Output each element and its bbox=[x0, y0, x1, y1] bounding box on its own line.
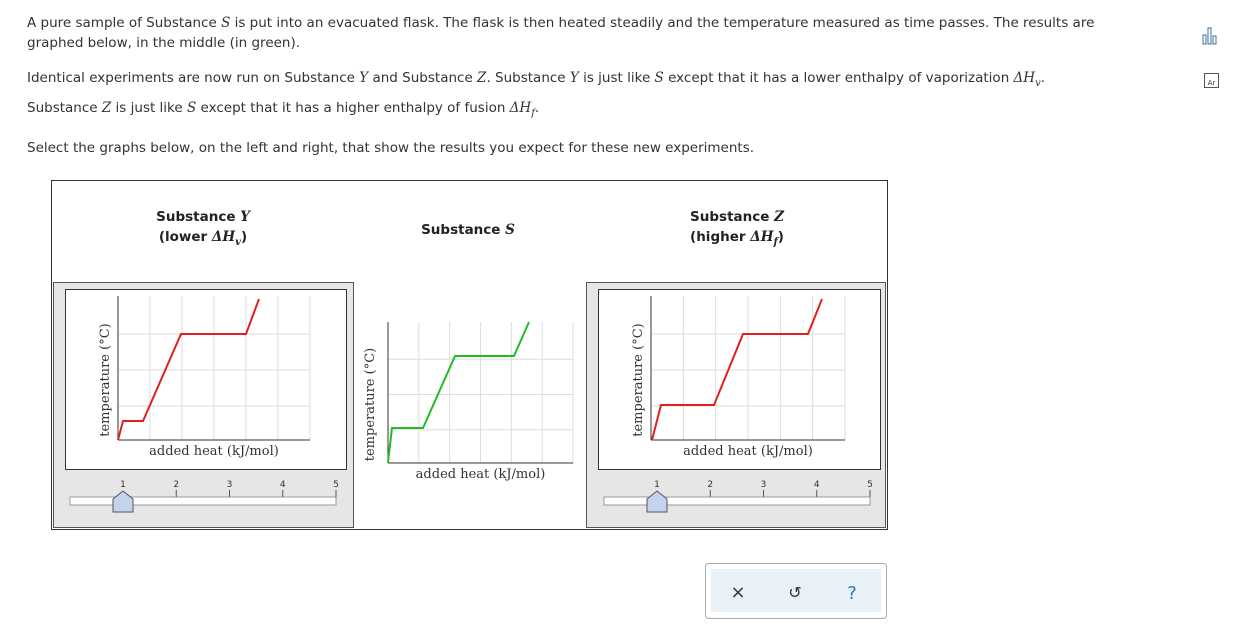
text: except that it has a lower enthalpy of v… bbox=[663, 70, 1014, 86]
text: and Substance bbox=[368, 70, 478, 86]
slider-handle[interactable] bbox=[646, 490, 668, 513]
text: graphed below, in the middle (in green). bbox=[27, 35, 301, 51]
text: (higher bbox=[690, 229, 751, 245]
math: S bbox=[221, 15, 231, 31]
math: v bbox=[235, 237, 241, 248]
math: f bbox=[531, 108, 535, 119]
text: Substance bbox=[690, 209, 775, 225]
math: Z bbox=[477, 70, 487, 86]
slider-tick-label: 1 bbox=[654, 480, 660, 490]
slider-tick-label: 5 bbox=[333, 480, 339, 490]
math: ΔH bbox=[211, 229, 236, 245]
text: . Substance bbox=[486, 70, 570, 86]
text: ) bbox=[777, 229, 784, 245]
slider-tick-label: 4 bbox=[280, 480, 286, 490]
x-axis-label: added heat (kJ/mol) bbox=[416, 467, 546, 482]
math: v bbox=[1035, 78, 1041, 89]
math: Z bbox=[774, 209, 784, 225]
text: is just like bbox=[578, 70, 655, 86]
text: Substance bbox=[421, 222, 506, 238]
slider-tick-label: 3 bbox=[761, 480, 767, 490]
slider-handle[interactable] bbox=[112, 490, 134, 513]
math: S bbox=[187, 100, 197, 116]
heating-curve bbox=[387, 321, 530, 463]
heating-curve bbox=[651, 298, 823, 441]
math: ΔH bbox=[750, 229, 774, 245]
heating-curve bbox=[117, 298, 260, 441]
outer-frame bbox=[51, 180, 888, 530]
slider-tick-label: 1 bbox=[120, 480, 126, 490]
text: is just like bbox=[111, 100, 187, 116]
text: Identical experiments are now run on Sub… bbox=[27, 70, 360, 86]
clear-button[interactable]: × bbox=[730, 582, 745, 603]
text: ) bbox=[240, 229, 248, 245]
chart-icon[interactable] bbox=[1202, 27, 1217, 45]
slider-track bbox=[69, 496, 337, 506]
text: A pure sample of Substance bbox=[27, 15, 222, 31]
text: is put into an evacuated flask. The flas… bbox=[230, 15, 1095, 31]
question-text: Select the graphs below, on the left and… bbox=[27, 140, 755, 156]
math: Y bbox=[359, 70, 369, 86]
x-axis-label: added heat (kJ/mol) bbox=[683, 444, 813, 459]
text: . bbox=[534, 100, 540, 116]
y-axis-label: temperature (°C) bbox=[631, 323, 646, 436]
x-axis-label: added heat (kJ/mol) bbox=[149, 444, 279, 459]
periodic-table-icon[interactable] bbox=[1204, 73, 1219, 88]
y-axis-label: temperature (°C) bbox=[363, 348, 378, 461]
question-text: Identical experiments are now run on Sub… bbox=[27, 68, 1045, 94]
math: ΔH bbox=[1013, 70, 1036, 86]
slider-tick-label: 2 bbox=[707, 480, 713, 490]
math: ΔH bbox=[509, 100, 532, 116]
slider-tick-label: 4 bbox=[814, 480, 820, 490]
text: Substance bbox=[27, 100, 102, 116]
text: Substance bbox=[156, 209, 241, 225]
text: (lower bbox=[158, 229, 212, 245]
text: . bbox=[1040, 70, 1046, 86]
toolbar-inner bbox=[711, 569, 881, 612]
question-text: Substance Z is just like S except that i… bbox=[27, 98, 539, 124]
panel-title: Substance Z (higher ΔHf) bbox=[690, 207, 784, 253]
math: S bbox=[505, 222, 515, 238]
undo-button[interactable]: ↺ bbox=[788, 583, 801, 602]
question-text: A pure sample of Substance S is put into… bbox=[27, 13, 1094, 53]
panel-title: Substance S bbox=[421, 220, 515, 240]
math: Y bbox=[569, 70, 579, 86]
slider-tick-label: 5 bbox=[867, 480, 873, 490]
panel-title: Substance Y (lower ΔHv) bbox=[156, 207, 250, 253]
periodic-table-icon-text: Ar bbox=[1208, 79, 1216, 87]
math: f bbox=[773, 237, 778, 248]
slider-tick-label: 3 bbox=[227, 480, 233, 490]
math: S bbox=[654, 70, 664, 86]
y-axis-label: temperature (°C) bbox=[98, 323, 113, 436]
math: Z bbox=[101, 100, 112, 116]
text: except that it has a higher enthalpy of … bbox=[196, 100, 510, 116]
help-button[interactable]: ? bbox=[847, 583, 857, 604]
slider-tick-label: 2 bbox=[173, 480, 179, 490]
math: Y bbox=[240, 209, 250, 225]
slider-track bbox=[603, 496, 871, 506]
